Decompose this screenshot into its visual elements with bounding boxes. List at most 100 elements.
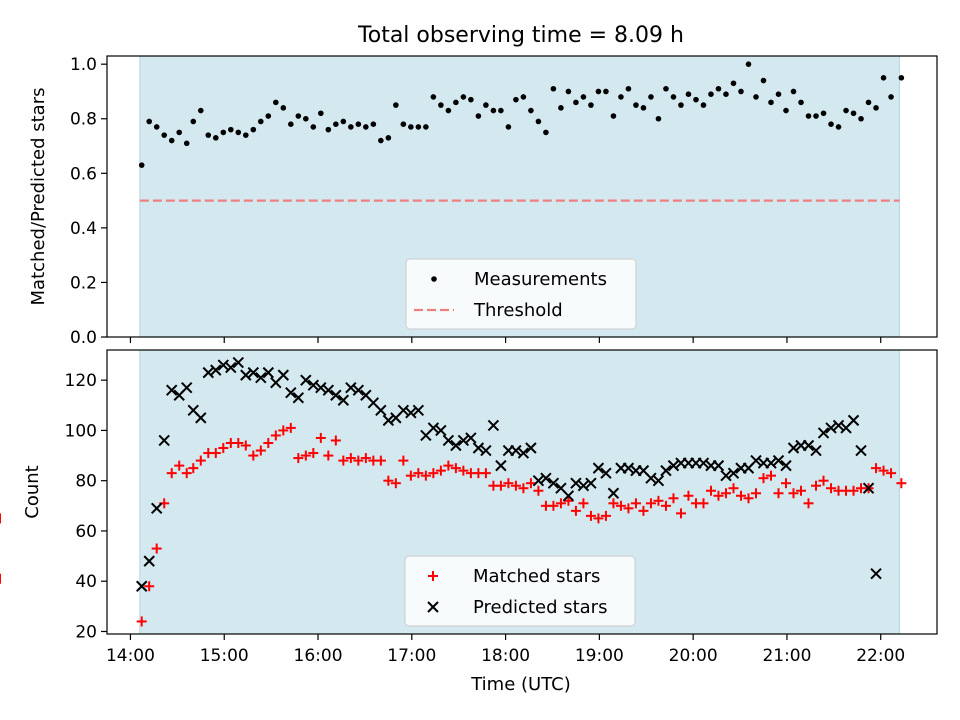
predicted-star-marker bbox=[870, 567, 882, 580]
predicted-marker-b bbox=[510, 444, 522, 457]
matched-star-marker bbox=[788, 488, 799, 499]
predicted-marker-b bbox=[712, 459, 725, 472]
plot-frame bbox=[106, 55, 938, 338]
measurement-point bbox=[220, 129, 227, 136]
matched-star-marker bbox=[210, 448, 221, 459]
measurement-point bbox=[325, 126, 332, 133]
measurement-point bbox=[610, 113, 617, 119]
legend-label: Threshold bbox=[473, 300, 563, 321]
matched-star-marker bbox=[871, 463, 882, 474]
matched-star-marker bbox=[585, 510, 596, 521]
matched-star-marker bbox=[174, 460, 185, 471]
matched-star-marker bbox=[653, 495, 664, 506]
measurement-point bbox=[790, 88, 797, 95]
matched-star-marker bbox=[278, 425, 289, 436]
predicted-star-marker bbox=[517, 447, 530, 459]
measurement-point bbox=[798, 99, 804, 106]
predicted-marker-b bbox=[720, 469, 732, 482]
matched-star-marker bbox=[518, 483, 529, 494]
predicted-marker-b bbox=[697, 457, 710, 469]
predicted-marker-b bbox=[862, 482, 875, 494]
predicted-star-marker bbox=[765, 457, 777, 469]
matched-star-marker bbox=[218, 443, 229, 454]
predicted-marker-b bbox=[847, 414, 860, 427]
measurement-point bbox=[400, 121, 407, 128]
predicted-star-marker bbox=[592, 462, 605, 474]
measurement-point bbox=[176, 129, 183, 136]
predicted-marker-b bbox=[232, 356, 245, 369]
measurement-point bbox=[723, 91, 729, 97]
predicted-marker-b bbox=[315, 381, 327, 394]
matched-star-marker bbox=[435, 465, 446, 476]
predicted-star-marker bbox=[382, 414, 395, 427]
predicted-marker-b bbox=[352, 384, 365, 396]
measurement-point bbox=[483, 102, 489, 108]
legend-box bbox=[404, 555, 636, 627]
predicted-marker-b bbox=[150, 502, 163, 515]
predicted-star-marker bbox=[337, 394, 350, 406]
measurement-point bbox=[805, 113, 812, 119]
measurement-point bbox=[580, 94, 587, 100]
predicted-marker-b bbox=[570, 477, 582, 489]
matched-star-marker bbox=[683, 490, 694, 501]
y-axis-label: Matched/Predicted stars bbox=[28, 88, 49, 306]
measurement-point bbox=[498, 107, 504, 114]
measurement-point bbox=[738, 88, 744, 95]
predicted-marker-b bbox=[435, 424, 447, 437]
measurement-point bbox=[250, 126, 257, 133]
predicted-marker-b bbox=[360, 389, 372, 401]
matched-star-marker bbox=[375, 455, 386, 466]
measurement-point bbox=[685, 91, 692, 97]
predicted-star-marker bbox=[825, 422, 837, 434]
predicted-star-marker bbox=[472, 442, 485, 454]
measurement-point bbox=[205, 132, 212, 138]
predicted-marker-b bbox=[457, 434, 470, 447]
matched-star-marker bbox=[338, 455, 349, 466]
predicted-marker-b bbox=[382, 414, 395, 427]
measurement-point bbox=[153, 124, 160, 130]
matched-star-marker bbox=[548, 500, 559, 511]
predicted-marker-b bbox=[487, 419, 500, 432]
predicted-star-marker bbox=[442, 434, 455, 447]
measurement-point bbox=[595, 88, 602, 95]
measurement-point bbox=[603, 88, 609, 95]
matched-star-marker bbox=[330, 435, 341, 446]
measurement-point bbox=[295, 113, 302, 119]
matched-star-marker bbox=[525, 478, 536, 489]
measurement-point bbox=[378, 137, 384, 144]
predicted-marker-b bbox=[787, 442, 800, 454]
measurement-point bbox=[468, 96, 474, 103]
measurement-point bbox=[460, 94, 467, 100]
predicted-marker-b bbox=[825, 422, 837, 434]
count-panel: 20 40 60 80 100 120 14:00 15:00 16:00 17:00 18:00 1… bbox=[0, 349, 938, 666]
measurement-point bbox=[415, 124, 422, 130]
predicted-star-marker bbox=[780, 459, 792, 472]
predicted-marker-b bbox=[622, 462, 635, 474]
y-tick-label: 40 bbox=[75, 572, 97, 592]
matched-star-marker bbox=[390, 478, 401, 489]
matched-star-marker bbox=[758, 473, 769, 484]
measurement-point bbox=[858, 115, 864, 122]
predicted-marker-b bbox=[817, 427, 830, 439]
matched-star-marker bbox=[255, 445, 266, 456]
matched-star-marker bbox=[420, 470, 431, 481]
predicted-star-marker bbox=[607, 487, 620, 499]
measurement-point bbox=[168, 137, 175, 144]
predicted-marker-b bbox=[247, 366, 260, 379]
y-tick-label: 60 bbox=[75, 522, 97, 542]
predicted-marker-b bbox=[645, 472, 657, 484]
predicted-star-marker bbox=[720, 469, 732, 482]
predicted-star-marker bbox=[862, 482, 875, 494]
predicted-star-marker bbox=[547, 477, 560, 489]
matched-star-marker bbox=[240, 440, 251, 451]
legend-predicted-marker-b bbox=[427, 601, 439, 613]
predicted-star-marker bbox=[487, 419, 500, 432]
measurement-point bbox=[348, 124, 354, 130]
predicted-star-marker bbox=[532, 474, 545, 487]
x-tick-label: 18:00 bbox=[481, 646, 530, 666]
matched-star-marker bbox=[270, 430, 281, 441]
measurement-point bbox=[318, 110, 324, 117]
legend-label: Predicted stars bbox=[473, 597, 607, 618]
measurement-point bbox=[775, 91, 782, 97]
predicted-star-marker bbox=[787, 442, 800, 454]
